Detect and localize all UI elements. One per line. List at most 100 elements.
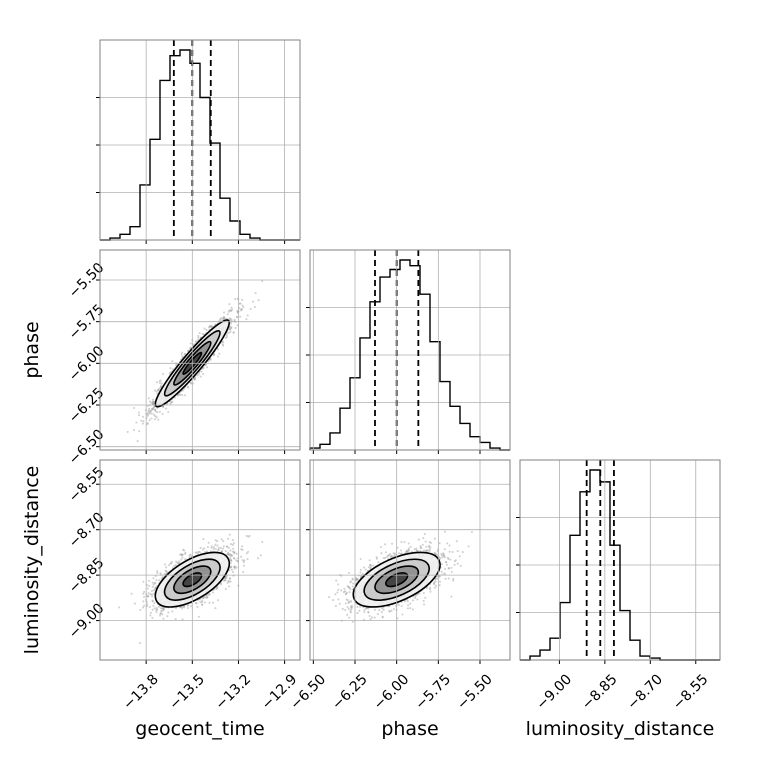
sample-point xyxy=(155,609,158,612)
sample-point xyxy=(194,378,197,381)
sample-point xyxy=(138,430,141,433)
sample-point xyxy=(160,382,163,385)
sample-point xyxy=(226,553,229,556)
sample-point xyxy=(221,547,225,550)
sample-point xyxy=(247,535,250,538)
sample-point xyxy=(240,307,243,311)
sample-point xyxy=(241,298,244,301)
sample-point xyxy=(261,279,264,283)
sample-point xyxy=(228,557,231,560)
sample-point xyxy=(151,616,154,619)
sample-point xyxy=(159,612,162,615)
sample-point xyxy=(228,327,231,330)
sample-point xyxy=(174,606,177,610)
sample-point xyxy=(220,317,223,320)
sample-point xyxy=(212,354,215,357)
sample-point xyxy=(222,341,225,344)
sample-point xyxy=(229,559,233,562)
sample-point xyxy=(149,614,152,617)
sample-point xyxy=(160,577,163,580)
sample-point xyxy=(228,553,231,556)
sample-point xyxy=(210,546,213,549)
sample-point xyxy=(151,581,154,584)
sample-point xyxy=(229,555,232,558)
sample-point xyxy=(230,309,233,312)
sample-point xyxy=(195,551,198,554)
sample-point xyxy=(203,547,206,550)
sample-point xyxy=(154,415,157,418)
sample-point xyxy=(197,373,200,376)
sample-point xyxy=(154,418,157,421)
sample-point xyxy=(214,607,217,610)
sample-point xyxy=(228,580,231,583)
sample-point xyxy=(229,549,232,552)
histogram-phase xyxy=(309,259,510,451)
sample-point xyxy=(186,604,189,607)
sample-point xyxy=(202,367,205,370)
sample-point xyxy=(153,408,156,411)
sample-point xyxy=(155,390,158,393)
sample-point xyxy=(179,393,182,397)
sample-point xyxy=(169,400,172,403)
sample-point xyxy=(151,595,154,598)
sample-point xyxy=(225,545,229,548)
sample-point xyxy=(233,567,236,570)
sample-point xyxy=(228,309,231,312)
sample-point xyxy=(146,412,149,415)
sample-point xyxy=(234,326,237,330)
panel-hist-phase xyxy=(309,249,511,451)
sample-point xyxy=(261,540,264,543)
sample-point xyxy=(201,603,204,606)
sample-point xyxy=(142,606,145,609)
x-tick-label-luminosity-distance: −8.85 xyxy=(579,671,621,713)
sample-point xyxy=(257,299,260,302)
sample-point xyxy=(233,557,236,560)
sample-point xyxy=(157,418,160,421)
sample-point xyxy=(152,589,155,592)
sample-point xyxy=(229,543,232,546)
sample-point xyxy=(170,562,173,565)
sample-point xyxy=(174,563,177,566)
sample-point xyxy=(208,325,211,328)
sample-point xyxy=(205,550,208,553)
sample-point xyxy=(152,406,155,410)
sample-point xyxy=(153,602,156,605)
sample-point xyxy=(213,353,216,356)
sample-point xyxy=(224,577,227,580)
sample-point xyxy=(139,608,142,612)
sample-point xyxy=(154,389,157,392)
sample-point xyxy=(230,326,233,329)
sample-point xyxy=(232,571,235,574)
sample-point xyxy=(151,600,155,603)
sample-point xyxy=(151,400,154,403)
sample-point xyxy=(180,605,183,609)
sample-point xyxy=(186,385,189,388)
sample-point xyxy=(187,386,190,389)
sample-point xyxy=(216,355,219,358)
sample-point xyxy=(181,553,184,556)
sample-point xyxy=(174,618,177,621)
sample-point xyxy=(155,610,158,614)
sample-point xyxy=(232,331,235,334)
sample-point xyxy=(183,352,187,355)
sample-point xyxy=(186,606,189,610)
sample-point xyxy=(223,579,226,582)
sample-point xyxy=(169,371,172,374)
y-tick-label-phase: −5.50 xyxy=(66,260,108,302)
sample-point xyxy=(193,376,197,379)
sample-point xyxy=(171,400,174,403)
sample-point xyxy=(165,571,168,574)
sample-point xyxy=(224,336,228,339)
sample-point xyxy=(175,560,178,563)
sample-point xyxy=(229,328,232,331)
sample-point xyxy=(254,292,257,295)
sample-point xyxy=(230,568,234,571)
sample-point xyxy=(234,298,237,301)
sample-point xyxy=(228,533,231,536)
sample-point xyxy=(214,539,217,542)
sample-point xyxy=(189,381,192,384)
sample-point xyxy=(189,347,192,350)
sample-point xyxy=(189,605,193,608)
sample-point xyxy=(243,559,246,562)
sample-point xyxy=(149,410,152,413)
